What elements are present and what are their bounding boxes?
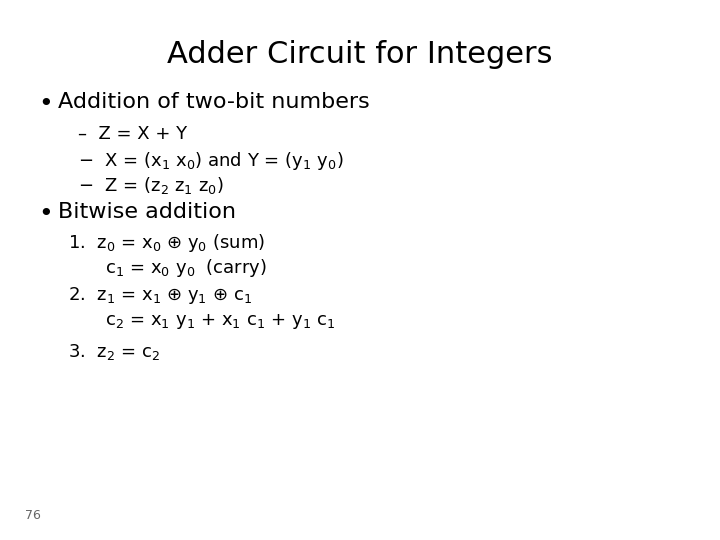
Text: c$_2$ = x$_1$ y$_1$ + x$_1$ c$_1$ + y$_1$ c$_1$: c$_2$ = x$_1$ y$_1$ + x$_1$ c$_1$ + y$_1… <box>105 312 336 331</box>
Text: 1.  z$_0$ = x$_0$ $\oplus$ y$_0$ (sum): 1. z$_0$ = x$_0$ $\oplus$ y$_0$ (sum) <box>68 232 265 254</box>
Text: Bitwise addition: Bitwise addition <box>58 202 236 222</box>
Text: •: • <box>38 202 53 226</box>
Text: –  Z = X + Y: – Z = X + Y <box>78 125 187 143</box>
Text: 76: 76 <box>25 509 41 522</box>
Text: 3.  z$_2$ = c$_2$: 3. z$_2$ = c$_2$ <box>68 342 160 362</box>
Text: Adder Circuit for Integers: Adder Circuit for Integers <box>167 40 553 69</box>
Text: 2.  z$_1$ = x$_1$ $\oplus$ y$_1$ $\oplus$ c$_1$: 2. z$_1$ = x$_1$ $\oplus$ y$_1$ $\oplus$… <box>68 285 252 306</box>
Text: $-$  Z = (z$_2$ z$_1$ z$_0$): $-$ Z = (z$_2$ z$_1$ z$_0$) <box>78 175 224 196</box>
Text: •: • <box>38 92 53 116</box>
Text: $-$  X = (x$_1$ x$_0$) and Y = (y$_1$ y$_0$): $-$ X = (x$_1$ x$_0$) and Y = (y$_1$ y$_… <box>78 150 343 172</box>
Text: c$_1$ = x$_0$ y$_0$  (carry): c$_1$ = x$_0$ y$_0$ (carry) <box>105 257 267 279</box>
Text: Addition of two-bit numbers: Addition of two-bit numbers <box>58 92 370 112</box>
